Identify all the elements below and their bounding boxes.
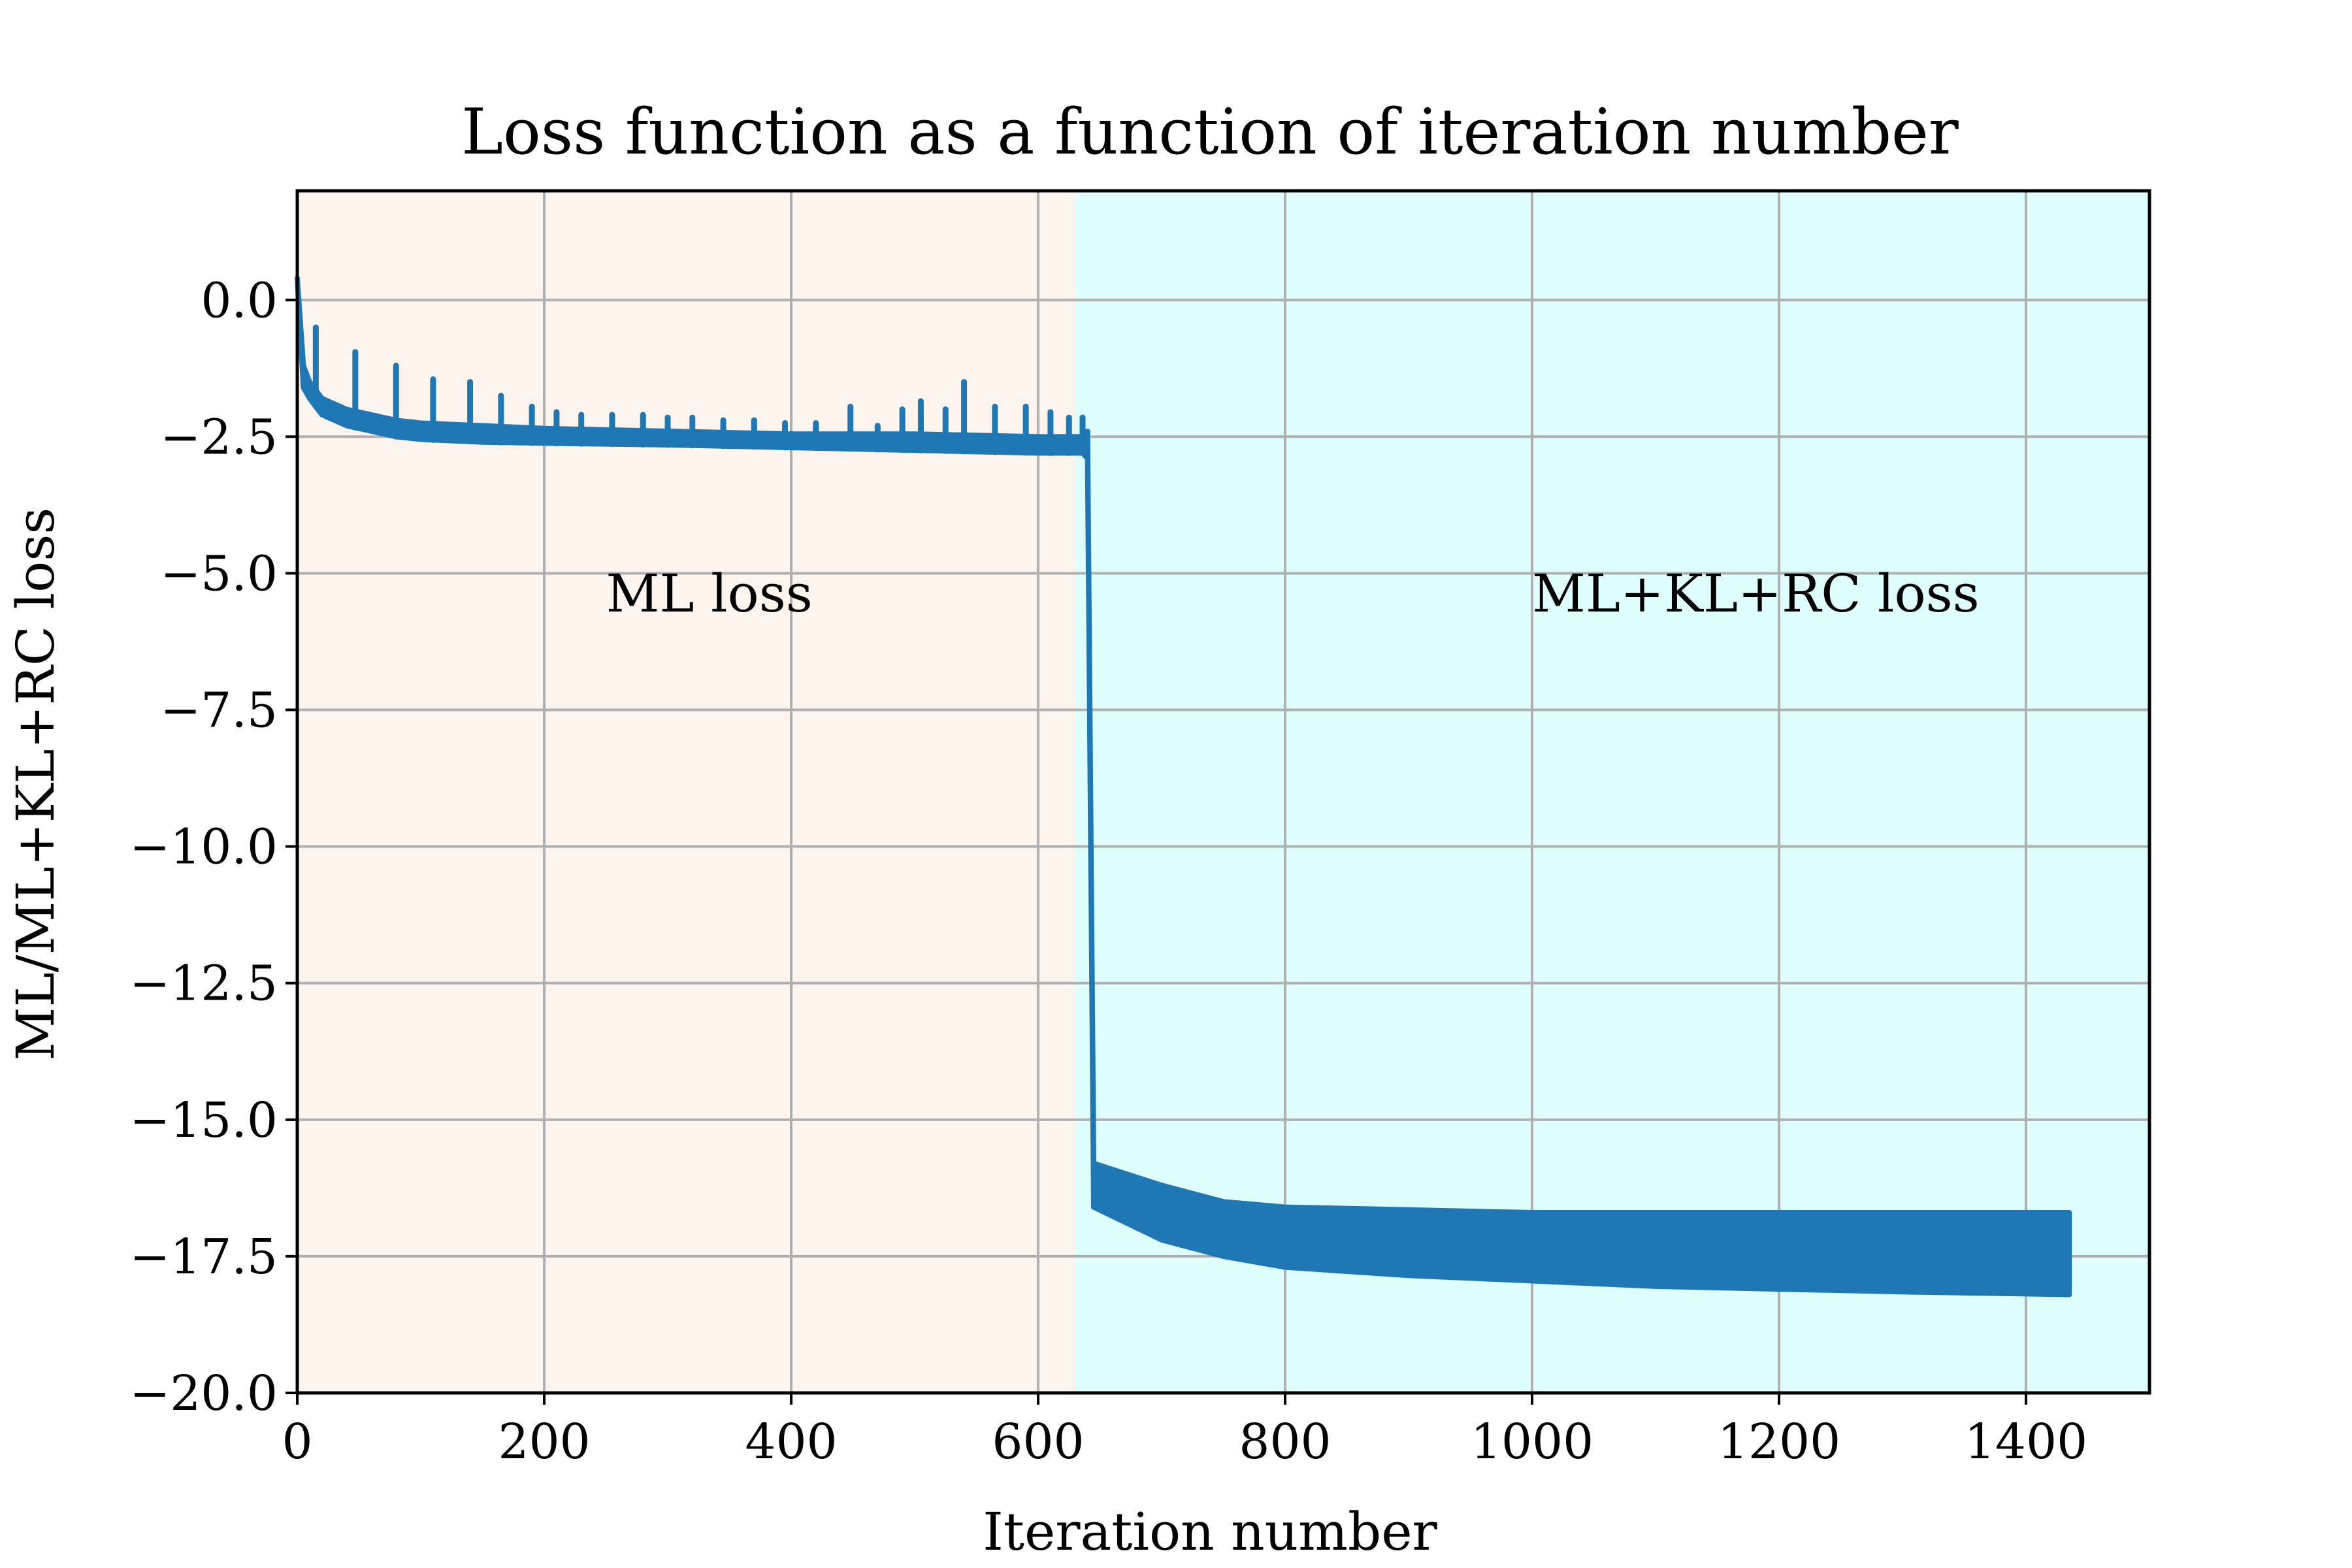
x-tick-label: 400 xyxy=(745,1414,837,1470)
y-tick-label: 0.0 xyxy=(201,272,278,329)
y-tick-label: −17.5 xyxy=(129,1229,278,1285)
plot-frame xyxy=(295,189,2151,1395)
region-label-1: ML loss xyxy=(606,563,813,624)
x-tick-label: 200 xyxy=(498,1414,590,1470)
x-tick-label: 600 xyxy=(992,1414,1084,1470)
y-tick-label: −5.0 xyxy=(160,546,278,602)
x-axis-label: Iteration number xyxy=(983,1501,1437,1562)
y-tick-label: −10.0 xyxy=(129,819,278,875)
loss-series-band xyxy=(295,275,2072,1298)
x-tick-label: 800 xyxy=(1239,1414,1331,1470)
x-tick-label: 1400 xyxy=(1965,1414,2087,1470)
region-band-2 xyxy=(1075,191,2149,1393)
regions-layer xyxy=(297,191,2149,1393)
y-tick-label: −15.0 xyxy=(129,1092,278,1149)
y-tick-label: −2.5 xyxy=(160,409,278,465)
y-axis-label: ML/ML+KL+RC loss xyxy=(5,508,66,1061)
region-label-2: ML+KL+RC loss xyxy=(1532,563,1980,624)
ticks-layer: 0 200 400 600 800 1000 1200 1400 −20.0 −17.5 −15.0… xyxy=(129,272,2087,1470)
y-tick-label: −12.5 xyxy=(129,956,278,1012)
x-tick-label: 1200 xyxy=(1718,1414,1840,1470)
region-band-1 xyxy=(297,191,1075,1393)
annotations-layer: ML loss ML+KL+RC loss xyxy=(606,563,1980,624)
series-layer xyxy=(295,275,2072,1298)
y-tick-label: −20.0 xyxy=(129,1365,278,1422)
x-tick-label: 0 xyxy=(282,1414,312,1470)
x-tick-label: 1000 xyxy=(1471,1414,1593,1470)
chart-title: Loss function as a function of iteration… xyxy=(461,95,1959,169)
y-tick-label: −7.5 xyxy=(160,683,278,739)
